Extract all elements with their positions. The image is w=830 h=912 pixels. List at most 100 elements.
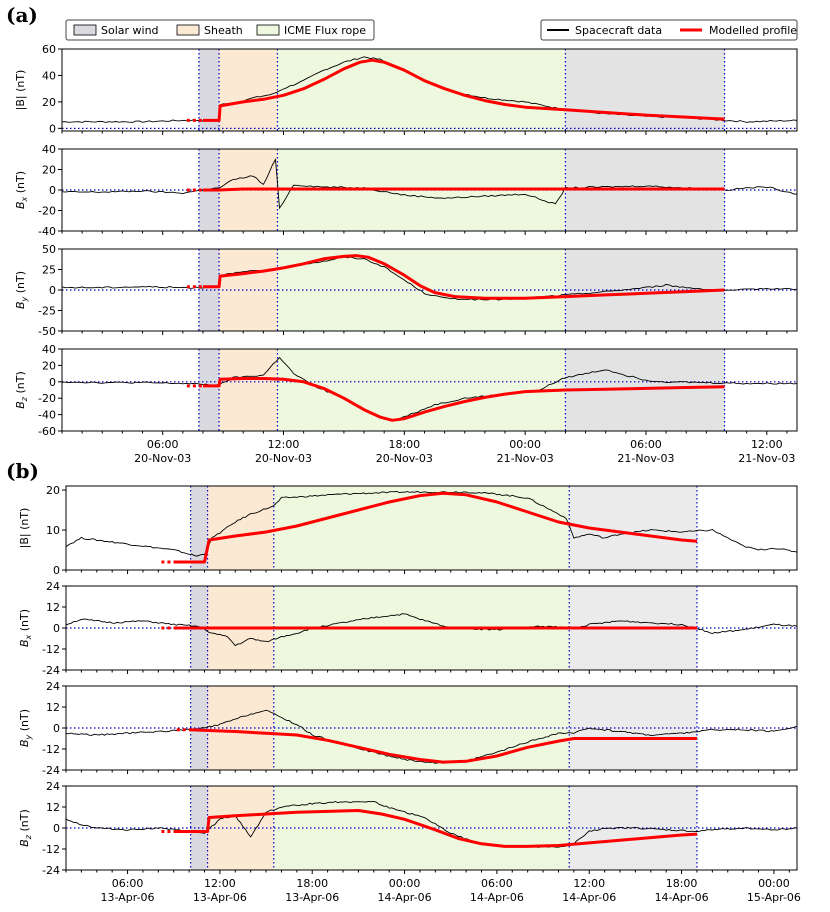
x-tick-date-label: 14-Apr-06 xyxy=(655,891,709,904)
y-axis-label: Bx (nT) xyxy=(14,171,29,209)
y-tick-label: 50 xyxy=(42,243,56,256)
y-axis-label: Bz (nT) xyxy=(18,809,33,847)
x-tick-date-label: 21-Nov-03 xyxy=(738,452,795,465)
axes-frame xyxy=(61,348,798,432)
y-axis-label: Bx (nT) xyxy=(18,609,33,647)
model-profile-line xyxy=(203,187,725,192)
y-axis-label: Bz (nT) xyxy=(14,371,29,409)
y-tick-label: 0 xyxy=(53,822,60,835)
y-tick-label: -24 xyxy=(42,664,60,677)
y-tick-label: 12 xyxy=(46,601,60,614)
y-tick-label: -12 xyxy=(42,843,60,856)
y-tick-label: 40 xyxy=(42,143,56,156)
y-tick-label: 20 xyxy=(42,359,56,372)
spacecraft-data-line xyxy=(66,613,797,647)
y-tick-label: 0 xyxy=(53,564,60,577)
x-tick-date-label: 13-Apr-06 xyxy=(285,891,339,904)
region-icme-flux-rope xyxy=(277,49,566,131)
model-profile-line xyxy=(203,58,725,122)
subplot-b-2: -24 -12 0 12 24 Bx (nT) xyxy=(18,580,798,677)
region-sheath xyxy=(207,686,274,770)
legend-swatch-sheath xyxy=(176,24,200,36)
x-tick-time-label: 00:00 xyxy=(758,877,790,890)
x-tick-date-label: 13-Apr-06 xyxy=(101,891,155,904)
y-tick-label: -24 xyxy=(42,864,60,877)
y-tick-label: 0 xyxy=(49,284,56,297)
subplot-b-4: -24 -12 0 12 24 Bz (nT) xyxy=(18,780,798,877)
x-tick-date-label: 20-Nov-03 xyxy=(134,452,191,465)
x-tick-date-label: 20-Nov-03 xyxy=(255,452,312,465)
y-tick-label: -40 xyxy=(38,225,56,238)
y-tick-label: 0 xyxy=(49,184,56,197)
subplot-a-2: -40 -20 0 20 40 Bx (nT) xyxy=(14,143,798,238)
y-tick-label: 12 xyxy=(46,801,60,814)
y-tick-label: 0 xyxy=(49,122,56,135)
region-solar-wind xyxy=(198,49,220,131)
legend-label-model: Modelled profile xyxy=(709,24,797,37)
y-tick-label: -60 xyxy=(38,425,56,438)
panel-label-b: (b) xyxy=(6,459,39,483)
region-icme-flux-rope xyxy=(277,249,566,331)
x-tick-date-label: 20-Nov-03 xyxy=(376,452,433,465)
plot-area: 0 20 40 60 |B| (nT) -40 -20 0 20 40 Bx (nT) -50 -25 0… xyxy=(14,43,801,904)
region-sheath xyxy=(207,486,274,570)
y-tick-label: -20 xyxy=(38,205,56,218)
x-tick-time-label: 12:00 xyxy=(751,438,783,451)
y-tick-label: -12 xyxy=(42,743,60,756)
legend-label-spacecraft: Spacecraft data xyxy=(575,24,662,37)
x-tick-date-label: 14-Apr-06 xyxy=(378,891,432,904)
y-axis-label: By (nT) xyxy=(18,709,33,747)
y-tick-label: -25 xyxy=(38,305,56,318)
x-tick-date-label: 15-Apr-06 xyxy=(747,891,801,904)
x-tick-date-label: 14-Apr-06 xyxy=(470,891,524,904)
panel-b: 0 10 20 |B| (nT) -24 -12 0 12 24 Bx (nT) -24 -12 0 12… xyxy=(18,484,801,904)
subplot-b-1: 0 10 20 |B| (nT) xyxy=(18,484,798,577)
legend-label-sheath: Sheath xyxy=(204,24,243,37)
x-tick-date-label: 13-Apr-06 xyxy=(193,891,247,904)
y-tick-label: 24 xyxy=(46,680,60,693)
y-tick-label: -50 xyxy=(38,325,56,338)
panel-label-a: (a) xyxy=(6,3,38,27)
subplot-b-3: -24 -12 0 12 24 By (nT) xyxy=(18,680,798,777)
x-tick-time-label: 00:00 xyxy=(509,438,541,451)
y-tick-label: 60 xyxy=(42,43,56,56)
model-profile-line xyxy=(203,254,725,300)
subplot-a-4: -60 -40 -20 0 20 40 Bz (nT) xyxy=(14,343,798,438)
region-legend: Solar wind Sheath ICME Flux rope xyxy=(65,19,375,41)
model-profile-line xyxy=(203,377,725,422)
y-tick-label: -24 xyxy=(42,764,60,777)
x-tick-time-label: 06:00 xyxy=(481,877,513,890)
y-tick-label: 40 xyxy=(42,343,56,356)
y-tick-label: 20 xyxy=(42,164,56,177)
x-tick-time-label: 06:00 xyxy=(630,438,662,451)
y-tick-label: 40 xyxy=(42,69,56,82)
x-tick-time-label: 12:00 xyxy=(204,877,236,890)
legend-label-flux-rope: ICME Flux rope xyxy=(284,24,366,37)
region-sheath xyxy=(219,349,278,431)
y-tick-label: 24 xyxy=(46,580,60,593)
x-tick-time-label: 18:00 xyxy=(666,877,698,890)
region-sheath xyxy=(219,49,278,131)
spacecraft-data-line xyxy=(62,356,797,421)
y-tick-label: 25 xyxy=(42,264,56,277)
y-axis-label: |B| (nT) xyxy=(14,70,27,111)
y-tick-label: 20 xyxy=(42,96,56,109)
y-tick-label: 0 xyxy=(53,622,60,635)
subplot-a-3: -50 -25 0 25 50 By (nT) xyxy=(14,243,798,338)
y-tick-label: -12 xyxy=(42,643,60,656)
legend-label-solar-wind: Solar wind xyxy=(101,24,159,37)
y-tick-label: 20 xyxy=(46,484,60,497)
region-sheath xyxy=(219,249,278,331)
model-profile-line xyxy=(173,491,698,564)
region-icme-flux-rope xyxy=(277,349,566,431)
x-tick-time-label: 18:00 xyxy=(296,877,328,890)
x-tick-date-label: 14-Apr-06 xyxy=(562,891,616,904)
model-profile-line xyxy=(173,809,698,848)
spacecraft-data-line xyxy=(62,256,797,301)
line-legend: Spacecraft data Modelled profile xyxy=(540,19,798,41)
x-tick-time-label: 00:00 xyxy=(389,877,421,890)
axes-frame xyxy=(65,485,798,571)
legend-swatch-solar-wind xyxy=(73,24,97,36)
x-tick-time-label: 06:00 xyxy=(112,877,144,890)
